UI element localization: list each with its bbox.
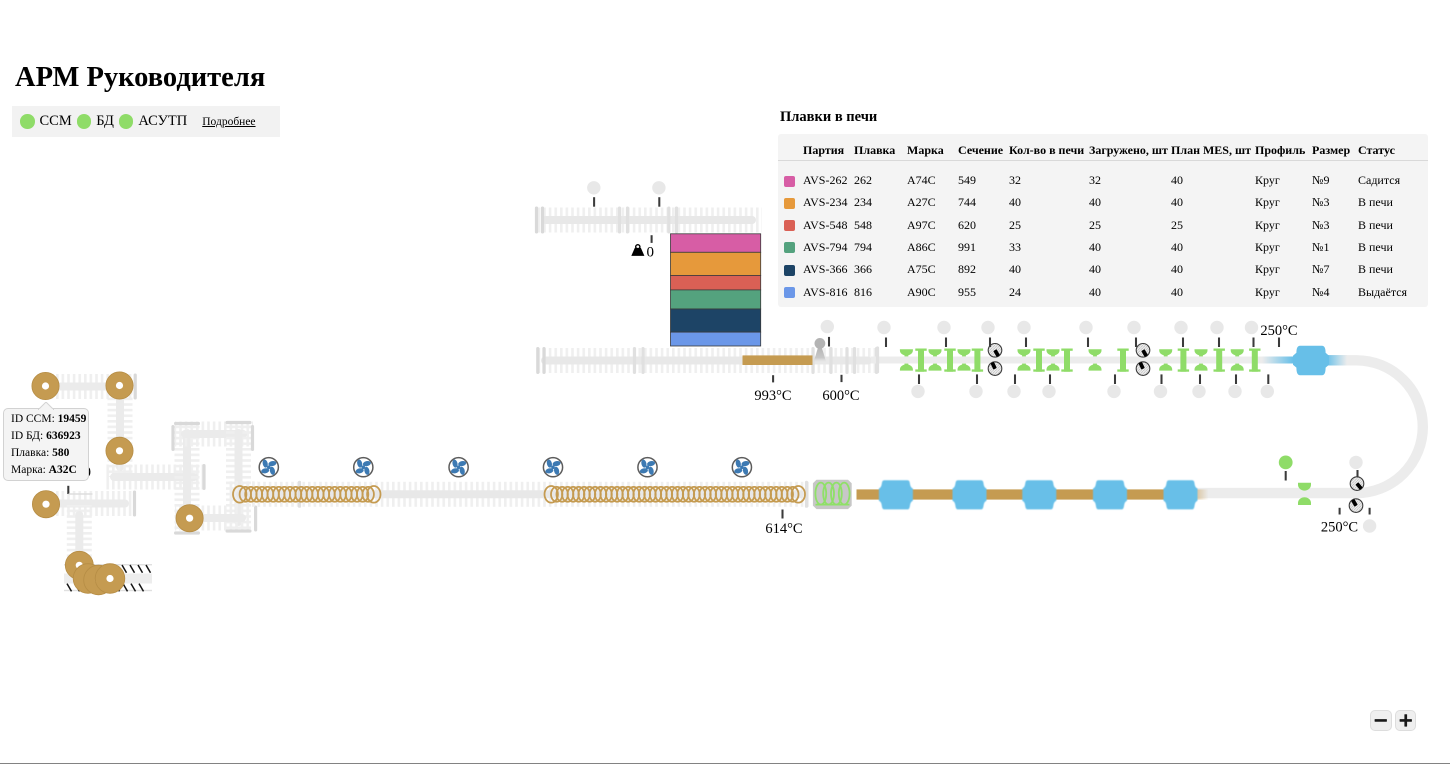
svg-text:614°C: 614°C xyxy=(765,521,802,537)
svg-text:993°C: 993°C xyxy=(754,388,791,404)
svg-text:600°C: 600°C xyxy=(822,388,859,404)
svg-text:0: 0 xyxy=(647,245,655,261)
svg-text:250°C: 250°C xyxy=(1321,520,1358,536)
svg-text:250°C: 250°C xyxy=(1260,323,1297,339)
